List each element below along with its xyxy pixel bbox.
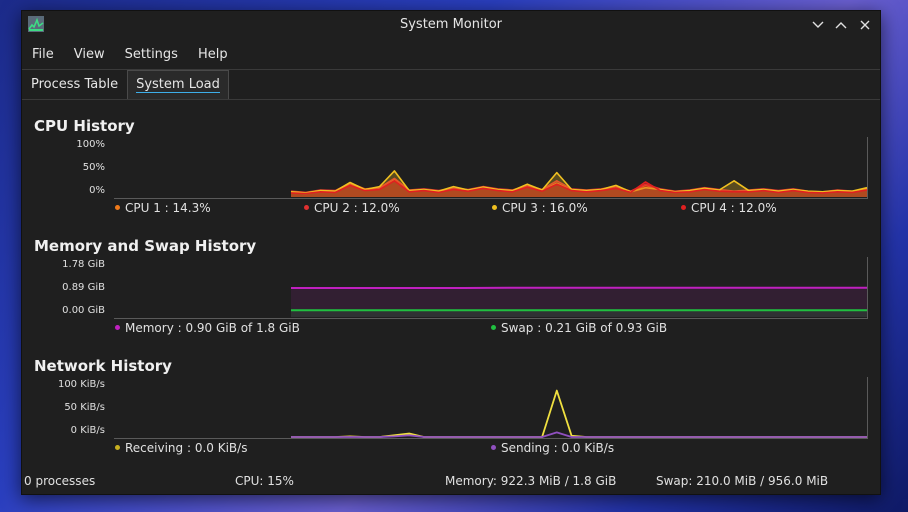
memory-history-chart — [114, 257, 868, 319]
swap-legend-dot — [491, 325, 496, 330]
cpu2-legend-dot — [304, 205, 309, 210]
cpu-ytick-50: 50% — [82, 162, 105, 173]
cpu1-legend-label: CPU 1 : 14.3% — [125, 201, 211, 215]
network-ytick-50: 50 KiB/s — [64, 402, 105, 413]
cpu3-legend-dot — [492, 205, 497, 210]
network-ytick-0: 0 KiB/s — [70, 425, 105, 436]
menu-separator — [22, 69, 880, 70]
network-history-chart — [114, 377, 868, 439]
maximize-button[interactable] — [830, 14, 852, 36]
cpu-series-3-area — [291, 180, 867, 197]
receiving-legend: Receiving : 0.0 KiB/s — [115, 441, 247, 455]
tab-process-table[interactable]: Process Table — [22, 70, 127, 99]
sending-legend-dot — [491, 445, 496, 450]
receiving-legend-label: Receiving : 0.0 KiB/s — [125, 441, 248, 455]
cpu4-legend-label: CPU 4 : 12.0% — [691, 201, 777, 215]
network-series-0-line — [291, 389, 867, 438]
cpu-history-title: CPU History — [34, 117, 135, 135]
cpu-ytick-100: 100% — [76, 139, 105, 150]
title-bar[interactable]: System Monitor — [22, 11, 880, 39]
cpu4-legend: CPU 4 : 12.0% — [681, 201, 777, 215]
status-swap: Swap: 210.0 MiB / 956.0 MiB — [656, 474, 829, 488]
memory-ytick-0: 0.00 GiB — [62, 305, 105, 316]
memory-history-title: Memory and Swap History — [34, 237, 257, 255]
network-history-title: Network History — [34, 357, 172, 375]
tab-bar: Process Table System Load — [22, 70, 229, 99]
memory-legend: Memory : 0.90 GiB of 1.8 GiB — [115, 321, 300, 335]
cpu-series-3-line — [290, 179, 868, 195]
close-button[interactable] — [854, 14, 876, 36]
menu-help[interactable]: Help — [197, 47, 228, 62]
window-title: System Monitor — [399, 17, 503, 32]
memory-series-1-area — [291, 310, 867, 317]
chevron-down-icon — [812, 21, 824, 28]
network-ytick-100: 100 KiB/s — [57, 379, 105, 390]
swap-legend: Swap : 0.21 GiB of 0.93 GiB — [491, 321, 667, 335]
network-series-1-line — [291, 431, 867, 438]
cpu3-legend: CPU 3 : 16.0% — [492, 201, 588, 215]
cpu1-legend-dot — [115, 205, 120, 210]
tab-separator — [22, 99, 880, 100]
menu-bar: File View Settings Help — [22, 41, 238, 69]
cpu-ytick-0: 0% — [89, 185, 105, 196]
close-icon — [860, 20, 870, 30]
cpu2-legend: CPU 2 : 12.0% — [304, 201, 400, 215]
status-processes: 0 processes — [24, 474, 96, 488]
cpu3-legend-label: CPU 3 : 16.0% — [502, 201, 588, 215]
memory-legend-label: Memory : 0.90 GiB of 1.8 GiB — [125, 321, 300, 335]
menu-view[interactable]: View — [73, 47, 105, 62]
sending-legend: Sending : 0.0 KiB/s — [491, 441, 614, 455]
memory-ytick-max: 1.78 GiB — [62, 259, 105, 270]
minimize-button[interactable] — [807, 14, 829, 36]
cpu-history-chart — [114, 137, 868, 199]
status-memory: Memory: 922.3 MiB / 1.8 GiB — [445, 474, 617, 488]
tab-system-load[interactable]: System Load — [127, 70, 229, 99]
tab-process-table-label: Process Table — [31, 77, 119, 92]
receiving-legend-dot — [115, 445, 120, 450]
swap-legend-label: Swap : 0.21 GiB of 0.93 GiB — [501, 321, 668, 335]
cpu2-legend-label: CPU 2 : 12.0% — [314, 201, 400, 215]
memory-ytick-mid: 0.89 GiB — [62, 282, 105, 293]
cpu1-legend: CPU 1 : 14.3% — [115, 201, 211, 215]
tab-system-load-label: System Load — [136, 77, 220, 93]
memory-legend-dot — [115, 325, 120, 330]
cpu-series-2-area — [291, 170, 867, 197]
menu-file[interactable]: File — [32, 47, 54, 62]
menu-settings[interactable]: Settings — [124, 47, 178, 62]
status-cpu: CPU: 15% — [235, 474, 294, 488]
cpu-series-2-line — [290, 170, 868, 194]
app-icon — [28, 16, 44, 32]
cpu4-legend-dot — [681, 205, 686, 210]
system-monitor-window: System Monitor File View Settings Help P… — [21, 10, 881, 495]
sending-legend-label: Sending : 0.0 KiB/s — [501, 441, 615, 455]
chevron-up-icon — [835, 22, 847, 29]
